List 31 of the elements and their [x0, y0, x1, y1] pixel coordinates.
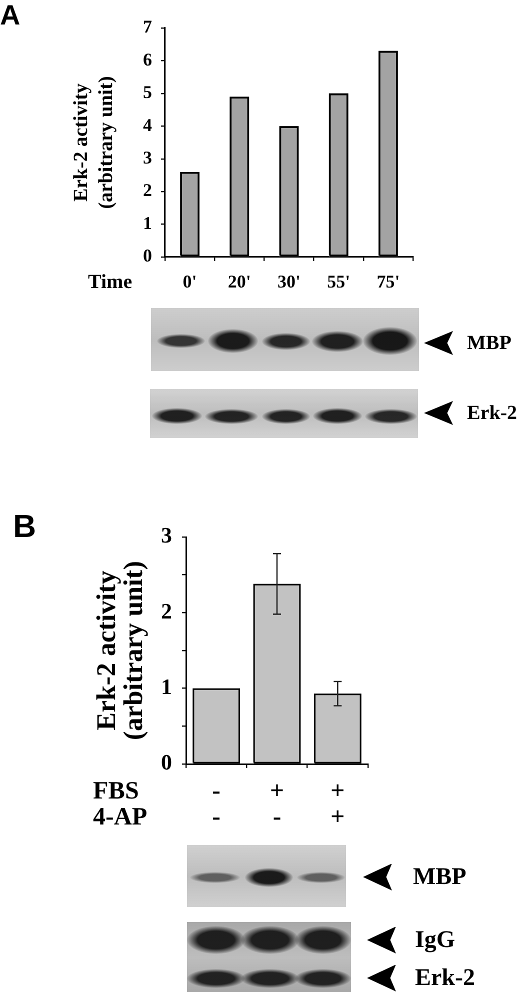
- text: IgG: [415, 927, 456, 953]
- x-axis-title: FBS 4-AP: [93, 777, 148, 830]
- x-tick-label: + +: [330, 777, 345, 830]
- x-tick-label: - -: [212, 777, 220, 830]
- y-tick-label: 3: [161, 522, 172, 548]
- y-tick-label: 3: [143, 148, 152, 168]
- y-tick-label: 6: [143, 49, 152, 70]
- y-axis-title: Erk-2 activity (arbitrary unit): [70, 76, 118, 209]
- y-tick-label: 7: [143, 16, 152, 37]
- x-tick-label: 30': [277, 271, 301, 292]
- text: MBP: [467, 332, 512, 354]
- y-tick-label: 4: [143, 114, 152, 135]
- y-tick-label: 2: [143, 180, 152, 200]
- x-tick-label: 0': [182, 271, 197, 292]
- x-tick-label: 20': [228, 271, 251, 292]
- chart-title: B: [13, 508, 36, 544]
- y-tick-label: 2: [161, 598, 172, 624]
- chart-title: A: [0, 0, 20, 31]
- x-tick-label: 75': [376, 271, 400, 292]
- text: Erk-2: [415, 965, 475, 991]
- y-tick-label: 5: [143, 82, 152, 102]
- text: MBP: [413, 864, 466, 890]
- y-tick-label: 1: [161, 674, 172, 700]
- x-axis-title: Time: [88, 270, 132, 293]
- text: Erk-2: [467, 402, 517, 424]
- y-axis-title: Erk-2 activity (arbitrary unit): [90, 560, 148, 740]
- y-tick-label: 0: [143, 246, 152, 266]
- y-tick-label: 0: [161, 750, 172, 775]
- x-tick-label: + -: [270, 777, 284, 830]
- x-tick-label: 55': [327, 271, 350, 292]
- y-tick-label: 1: [143, 212, 152, 233]
